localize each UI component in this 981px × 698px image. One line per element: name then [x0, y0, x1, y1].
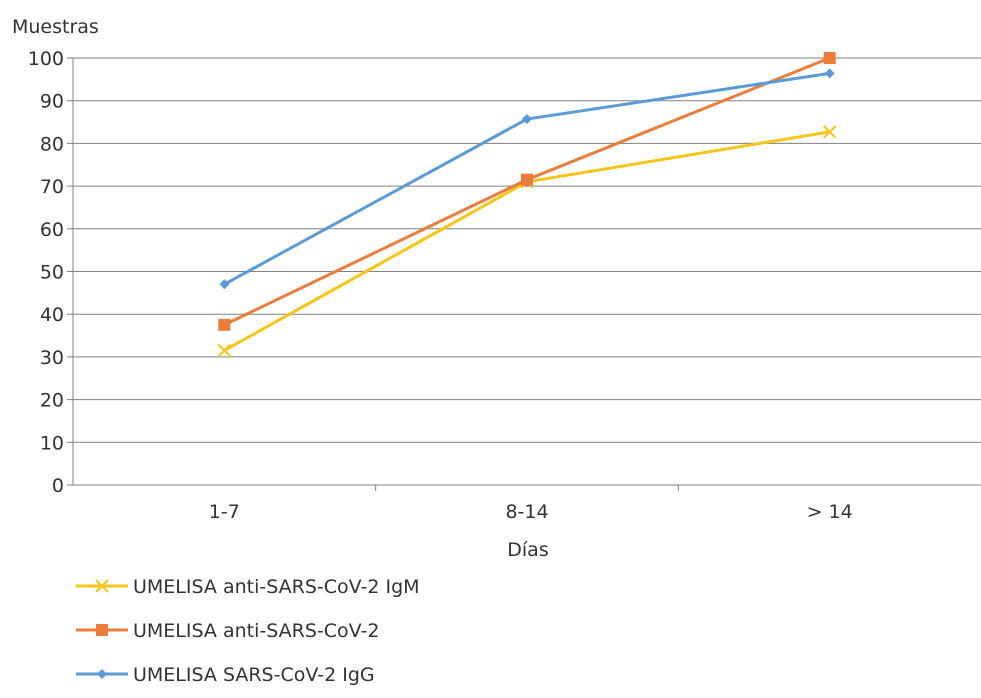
series-3	[219, 68, 835, 290]
y-tick-label: 10	[40, 432, 64, 454]
data-point	[822, 125, 837, 139]
data-point	[521, 173, 533, 186]
data-point	[824, 68, 835, 79]
legend-label: UMELISA anti-SARS-CoV-2 IgM	[133, 576, 420, 598]
series-2	[218, 52, 836, 331]
data-point	[219, 279, 230, 290]
x-tick-label: 8-14	[505, 501, 548, 523]
series-line	[223, 130, 830, 352]
x-tick-label: 1-7	[209, 501, 240, 523]
x-tick-label: > 14	[807, 501, 853, 523]
legend-item: UMELISA SARS-CoV-2 IgG	[76, 664, 375, 686]
axis-labels: Muestras Días	[12, 16, 549, 561]
legend-marker	[95, 579, 109, 593]
y-tick-label: 40	[40, 304, 64, 326]
y-tick-label: 50	[40, 262, 64, 284]
legend-marker	[96, 624, 108, 636]
y-tick-label: 20	[40, 390, 64, 412]
legend-item: UMELISA anti-SARS-CoV-2	[76, 620, 379, 642]
y-tick-label: 30	[40, 347, 64, 369]
data-point	[217, 343, 232, 358]
legend-label: UMELISA SARS-CoV-2 IgG	[133, 664, 375, 686]
y-tick-label: 80	[40, 133, 64, 155]
legend-marker	[97, 669, 107, 679]
series-1	[217, 125, 837, 358]
y-tick-label: 90	[40, 91, 64, 113]
y-axis-title: Muestras	[12, 16, 99, 38]
x-axis-title: Días	[507, 539, 548, 561]
series-lines	[217, 52, 837, 358]
legend-label: UMELISA anti-SARS-CoV-2	[133, 620, 379, 642]
data-point	[218, 318, 231, 331]
y-tick-label: 0	[52, 475, 64, 497]
series-line	[223, 56, 831, 327]
data-point	[522, 114, 532, 125]
y-tick-label: 70	[40, 176, 64, 198]
y-tick-label: 60	[40, 219, 64, 241]
legend: UMELISA anti-SARS-CoV-2 IgM UMELISA anti-…	[76, 576, 420, 686]
y-tick-label: 100	[28, 48, 64, 70]
legend-item: UMELISA anti-SARS-CoV-2 IgM	[76, 576, 420, 598]
axes: 0 10 20 30 40 50 60 70 80 90 100 1-7 8-14 > 14	[28, 48, 981, 523]
data-point	[823, 52, 836, 64]
